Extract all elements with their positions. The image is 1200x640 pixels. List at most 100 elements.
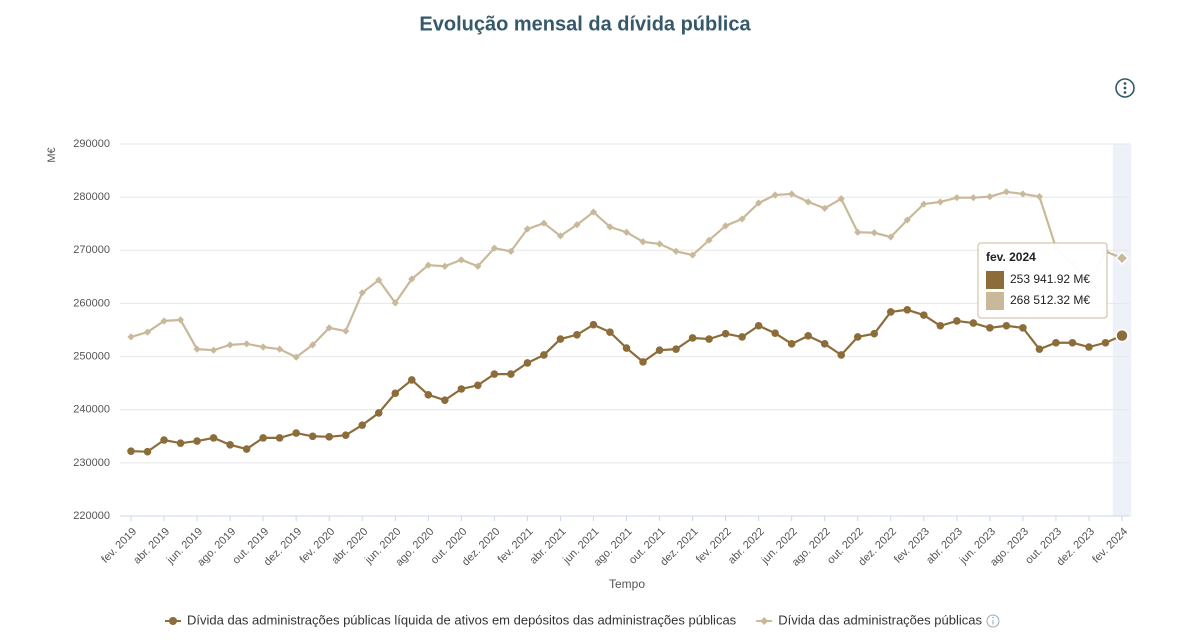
x-tick-label: abr. 2023 [924,526,965,567]
point [573,221,581,229]
point [193,345,201,353]
point [226,440,234,449]
point [1002,321,1011,330]
y-tick-label: 290000 [73,138,110,150]
tooltip-swatch [986,292,1004,310]
point [160,317,168,325]
point [292,353,300,361]
point [176,439,185,447]
point [1035,345,1044,353]
point [127,447,135,455]
point [788,190,796,198]
point [474,381,482,390]
y-tick-label: 270000 [73,244,110,256]
point [755,199,763,207]
legend-marker [169,617,177,625]
point [655,240,664,248]
plot: 220000 230000 240000 250000 260000 270000 2800… [73,138,1132,569]
point [1019,190,1027,198]
point [655,346,664,354]
point [870,229,878,237]
point [507,247,515,255]
point [672,345,680,353]
point [969,319,978,327]
point [341,431,350,440]
point [143,328,152,336]
point [920,200,928,208]
y-tick-label: 230000 [73,457,110,469]
point [688,251,697,259]
tooltip-value: 268 512.32 M€ [1010,293,1090,307]
legend-marker [760,617,769,625]
point [1002,188,1010,196]
point [507,370,515,378]
point [936,198,944,206]
point [1114,251,1130,266]
point [308,432,317,441]
tooltip-swatch [986,271,1004,289]
point [375,276,383,284]
point [523,225,531,233]
point [837,195,845,203]
point [589,320,598,329]
point [226,341,234,349]
point [209,346,218,354]
tooltip-box [977,242,1108,319]
legend-label: Dívida das administrações públicas [778,612,982,627]
point [556,232,565,240]
point [986,324,994,332]
point [325,324,333,332]
point [540,351,548,359]
point [209,434,218,442]
point [275,434,284,442]
point [936,321,945,330]
point [804,332,812,340]
point [986,193,994,201]
point [754,321,763,330]
tooltip: fev. 2024 253 941.92 M€ 268 512.32 M€ [977,242,1108,319]
point [342,327,350,335]
point [1019,324,1027,332]
tooltip-value: 253 941.92 M€ [1010,272,1090,286]
point [1052,338,1060,347]
point [556,335,565,343]
series-line [130,308,1123,453]
point [820,340,829,348]
point [787,340,796,348]
info-icon-dot [992,616,994,619]
point [374,409,383,417]
point [474,262,482,270]
point [276,345,284,353]
x-tick-label: fev. 2024 [1090,526,1130,566]
legend: Dívida das administrações públicas líqui… [165,612,1000,628]
point [738,333,746,341]
point [408,275,416,283]
point [721,329,730,338]
x-tick-label: abr. 2019 [131,526,172,567]
point [886,308,895,316]
point [738,215,746,223]
y-tick-label: 240000 [73,404,110,416]
point [771,191,779,199]
point [1035,193,1044,201]
chart-title: Evolução mensal da dívida pública [419,13,751,35]
point [639,358,647,366]
point [589,208,598,216]
point [887,233,895,241]
point [622,228,631,236]
point [903,306,912,314]
point [1101,338,1110,347]
point [903,216,911,224]
y-tick-label: 260000 [73,297,110,309]
point [672,247,680,255]
point [292,429,300,437]
point [969,194,977,202]
point [1068,338,1077,347]
point [722,222,730,230]
point [176,316,185,324]
point [854,228,862,236]
menu-button[interactable] [1115,78,1135,98]
point [325,433,334,441]
point [953,194,961,202]
